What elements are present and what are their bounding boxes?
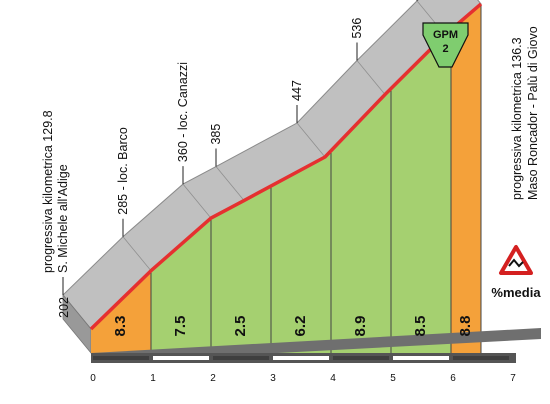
finish-label: progressiva kilometrica 136.3: [510, 37, 524, 200]
point-label: 385: [209, 124, 223, 145]
base-strip-block: [213, 356, 269, 360]
gradient-segments: [91, 3, 481, 354]
point-label: 285 - loc. Barco: [116, 127, 130, 215]
gradient-label: 6.2: [292, 316, 309, 337]
gradient-warning-icon: [499, 245, 533, 275]
km-tick-label: 5: [390, 373, 396, 384]
gradient-segment-fill: [151, 218, 211, 353]
gradient-segment-fill: [391, 29, 451, 354]
point-labels: progressiva kilometrica 129.8 S. Michele …: [41, 18, 540, 318]
gpm-badge: [422, 22, 469, 68]
gradient-warning-icon-slope: [508, 258, 524, 268]
gradient-segment-fill: [271, 150, 331, 353]
finish-label: Maso Roncador - Palù di Giovo: [526, 26, 540, 200]
gradient-segment-fill: [451, 3, 481, 354]
km-tick-label: 3: [270, 373, 276, 384]
top-face-ridge: [182, 183, 212, 219]
km-tick-label: 4: [330, 373, 336, 384]
base-strip-block: [273, 356, 329, 360]
base-strip-block: [453, 356, 509, 360]
base-strip-block: [93, 356, 149, 360]
gpm-label: GPM: [433, 29, 458, 41]
km-tick-label: 6: [450, 373, 456, 384]
legend-label: %media: [491, 285, 541, 300]
km-tick-label: 7: [510, 373, 516, 384]
top-face-ridge: [356, 60, 386, 95]
gradient-segment-fill: [331, 88, 391, 353]
point-label: progressiva kilometrica 129.8: [41, 110, 55, 273]
gradient-label: 7.5: [172, 316, 189, 337]
km-base-strip: [91, 328, 541, 363]
top-face-ridge: [296, 122, 326, 158]
gradient-label: 8.5: [412, 316, 429, 337]
point-label: 536: [350, 18, 364, 39]
gradient-labels: 8.3 7.5 2.5 6.2 8.9 8.5 8.8: [112, 316, 474, 337]
top-face-ridge: [122, 236, 152, 271]
gradient-label: 8.9: [352, 316, 369, 337]
gpm-category: 2: [442, 43, 448, 55]
gradient-label: 8.8: [457, 316, 474, 337]
km-tick-label: 0: [90, 373, 96, 384]
gradient-segment-fill: [211, 186, 271, 353]
point-label: 360 - loc. Canazzi: [176, 62, 190, 162]
point-markers: [62, 0, 418, 295]
base-strip-block: [153, 356, 209, 360]
km-tick-label: 1: [150, 373, 156, 384]
gpm-marker: GPM 2: [422, 22, 469, 68]
point-label: S. Michele all'Adige: [56, 164, 70, 273]
km-tick-label: 2: [210, 373, 216, 384]
point-altitude-label: 202: [57, 297, 71, 318]
gradient-label: 8.3: [112, 316, 129, 337]
segment-dividers: [150, 3, 482, 353]
base-strip-block: [393, 356, 449, 360]
point-label: 447: [290, 80, 304, 101]
legend: %media: [491, 245, 541, 300]
gradient-segment-fill: [91, 270, 151, 353]
gradient-label: 2.5: [232, 316, 249, 337]
base-strip-block: [333, 356, 389, 360]
top-face-ridge: [215, 166, 245, 201]
km-ticks: 0 1 2 3 4 5 6 7: [90, 373, 516, 384]
